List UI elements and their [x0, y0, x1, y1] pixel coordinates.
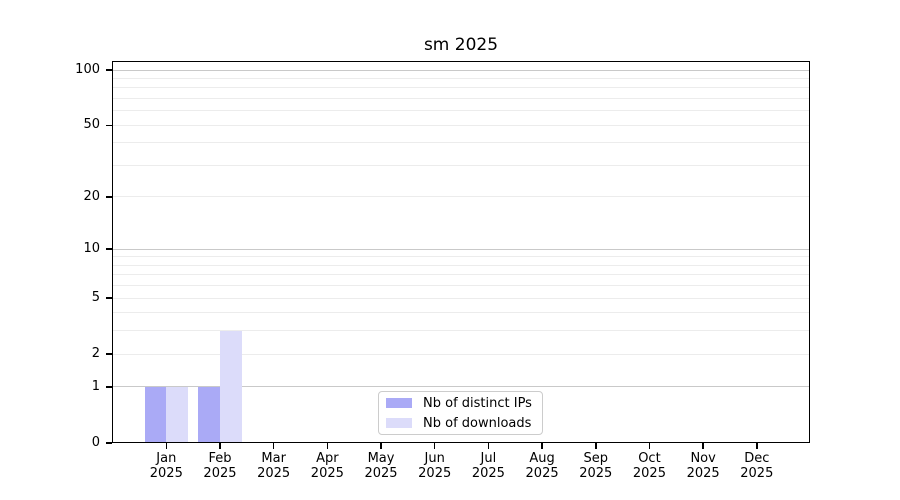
y-tick-label: 10	[83, 241, 100, 257]
x-tick	[272, 443, 275, 449]
x-tick-label: Sep 2025	[564, 451, 628, 481]
plot-area	[112, 61, 810, 443]
x-tick	[219, 443, 221, 449]
gridline-minor	[112, 330, 810, 332]
x-tick-year: 2025	[203, 466, 237, 481]
gridline-minor	[112, 165, 810, 166]
x-tick	[433, 443, 436, 449]
x-tick-label: Jul 2025	[456, 451, 520, 481]
gridline-minor	[112, 87, 810, 89]
bar-nb-of-distinct-ips	[144, 387, 167, 443]
y-tick-label: 1	[91, 378, 100, 394]
x-tick	[541, 443, 543, 449]
x-tick-label: Aug 2025	[510, 451, 574, 481]
gridline-minor	[112, 196, 810, 198]
gridline-minor	[112, 77, 810, 79]
x-tick-year: 2025	[471, 466, 505, 481]
legend: Nb of distinct IPs Nb of downloads	[378, 391, 543, 435]
x-tick-month: Jul	[480, 451, 497, 466]
y-tick	[106, 196, 112, 198]
x-tick	[595, 443, 597, 449]
x-tick-label: Jun 2025	[403, 451, 467, 481]
y-tick	[106, 124, 112, 127]
legend-label-distinct-ips: Nb of distinct IPs	[423, 395, 532, 411]
gridline-major	[112, 248, 810, 250]
y-tick	[106, 248, 112, 250]
x-tick-month: Dec	[744, 451, 770, 466]
legend-item-distinct-ips: Nb of distinct IPs	[386, 395, 542, 412]
y-tick	[106, 442, 112, 444]
x-tick-year: 2025	[257, 466, 291, 481]
x-tick-year: 2025	[686, 466, 720, 481]
y-tick	[106, 386, 112, 388]
x-tick-label: May 2025	[349, 451, 413, 481]
x-tick-year: 2025	[525, 466, 559, 481]
x-tick-month: Mar	[261, 451, 286, 466]
x-tick-month: Oct	[638, 451, 661, 466]
gridline-minor	[112, 297, 810, 299]
gridline-minor	[112, 142, 810, 144]
gridline-minor	[112, 124, 810, 126]
x-tick	[326, 443, 329, 449]
gridline-minor	[112, 98, 810, 100]
x-tick-month: Aug	[529, 451, 555, 466]
gridline-minor	[112, 264, 810, 266]
y-tick	[106, 353, 112, 355]
x-tick-label: Dec 2025	[725, 451, 789, 481]
legend-swatch-distinct-ips	[386, 398, 412, 408]
x-tick	[487, 443, 490, 449]
bar-nb-of-downloads	[166, 387, 188, 443]
x-tick-year: 2025	[632, 466, 666, 481]
y-tick-label: 5	[91, 290, 100, 306]
x-tick-year: 2025	[418, 466, 452, 481]
x-tick-label: Jan 2025	[134, 451, 198, 481]
x-tick-label: Apr 2025	[295, 451, 359, 481]
x-tick-month: Apr	[316, 451, 339, 466]
x-tick	[756, 443, 758, 449]
gridline-minor	[112, 256, 810, 258]
legend-swatch-downloads	[386, 418, 412, 428]
x-tick-label: Feb 2025	[188, 451, 252, 481]
gridline-major	[112, 69, 810, 71]
legend-item-downloads: Nb of downloads	[386, 415, 542, 432]
y-tick-label: 2	[91, 346, 100, 362]
x-tick	[380, 443, 382, 449]
chart-title: sm 2025	[423, 35, 499, 55]
y-tick-label: 0	[91, 435, 100, 450]
y-tick-label: 100	[75, 62, 100, 78]
x-tick-month: May	[367, 451, 395, 466]
x-tick-month: Sep	[583, 451, 608, 466]
x-tick	[648, 443, 651, 449]
x-tick-month: Jan	[156, 451, 177, 466]
x-tick	[702, 443, 704, 449]
bar-nb-of-downloads	[219, 330, 242, 443]
gridline-minor	[112, 110, 810, 112]
y-tick	[106, 297, 112, 299]
legend-label-downloads: Nb of downloads	[423, 415, 532, 431]
gridline-minor	[112, 353, 810, 355]
x-tick-label: Oct 2025	[617, 451, 681, 481]
x-tick-year: 2025	[740, 466, 774, 481]
gridline-minor	[112, 285, 810, 287]
y-tick-label: 20	[83, 188, 100, 204]
x-tick-label: Mar 2025	[242, 451, 306, 481]
gridline-minor	[112, 274, 810, 276]
x-tick-month: Feb	[208, 451, 232, 466]
gridline-major	[112, 386, 810, 388]
x-tick-year: 2025	[579, 466, 613, 481]
bar-nb-of-distinct-ips	[198, 387, 220, 443]
y-tick-label: 50	[83, 117, 100, 133]
x-tick	[165, 443, 168, 449]
x-tick-year: 2025	[149, 466, 183, 481]
x-tick-label: Nov 2025	[671, 451, 735, 481]
x-tick-month: Nov	[690, 451, 716, 466]
x-tick-year: 2025	[310, 466, 344, 481]
x-tick-year: 2025	[364, 466, 398, 481]
gridline-minor	[112, 312, 810, 314]
x-tick-month: Jun	[424, 451, 445, 466]
y-tick	[106, 69, 112, 71]
